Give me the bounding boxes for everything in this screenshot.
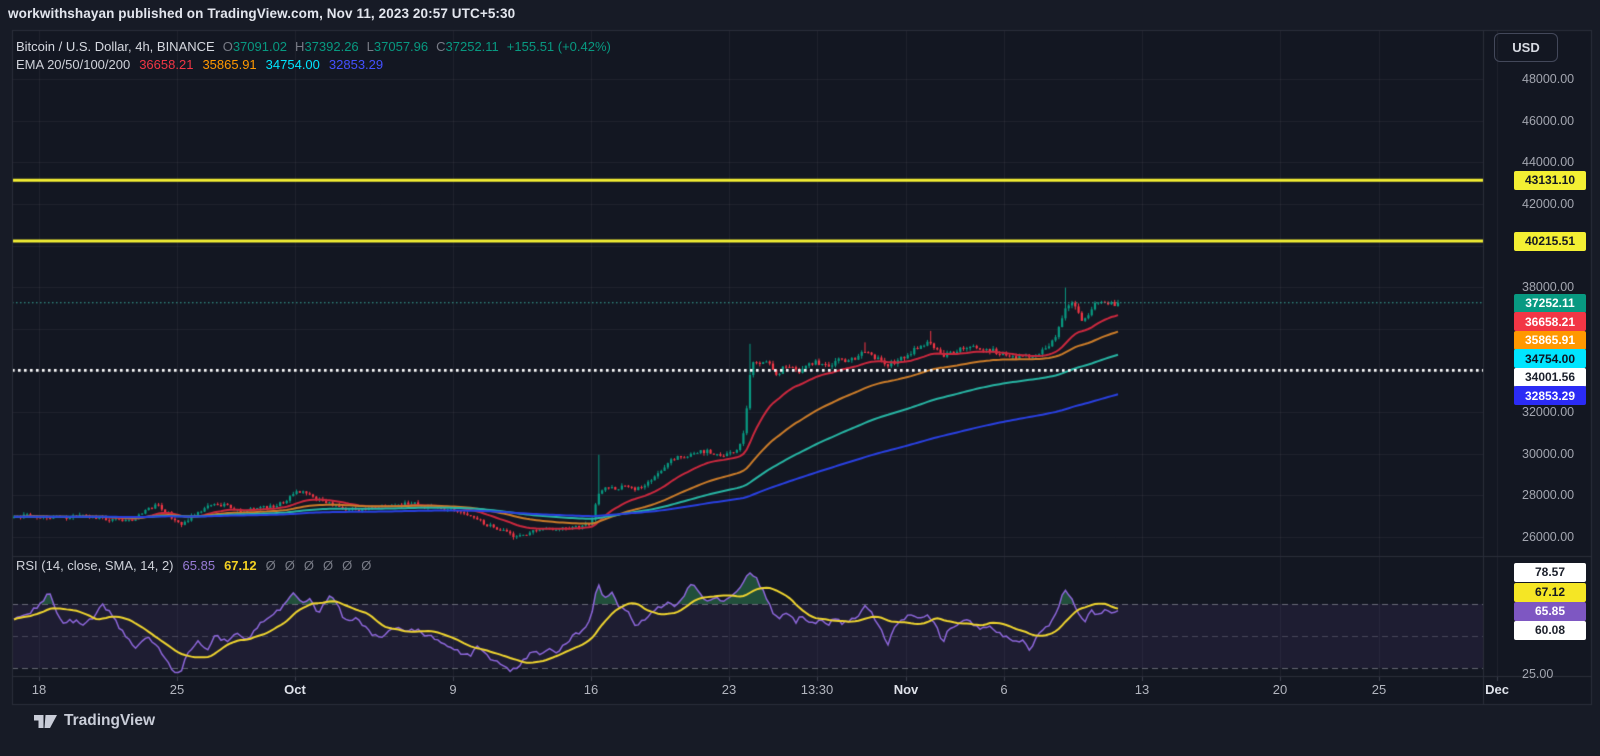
rsi-tag: 78.57 [1514,562,1586,582]
price-tag: 35865.91 [1514,330,1586,350]
ema-value: 35865.91 [202,57,257,72]
time-label: 25 [1371,682,1387,697]
rsi-tag: 65.85 [1514,601,1586,621]
ohlc-label: H [295,39,305,54]
ohlc-label: O [222,39,233,54]
rsi-header[interactable]: RSI (14, close, SMA, 14, 2) 65.85 67.12 Ø Ø Ø… [16,558,371,573]
price-tick: 42000.00 [1522,197,1575,211]
price-tag: 32853.29 [1514,386,1586,405]
currency-button[interactable]: USD [1494,33,1558,62]
price-tag: 36658.21 [1514,312,1586,331]
publish-banner: workwithshayan published on TradingView.… [8,6,515,21]
rsi-tick: 25.00 [1522,667,1554,681]
time-label: 18 [31,682,47,697]
ohlc-value: 37252.11 [445,39,499,54]
ema-header[interactable]: EMA 20/50/100/200 36658.21 35865.91 34754.0… [16,57,383,72]
rsi-label: RSI (14, close, SMA, 14, 2) [16,558,174,573]
ohlc-label: L [366,39,374,54]
time-label: Nov [893,682,919,697]
price-tick: 32000.00 [1522,405,1575,419]
change-value: +155.51 (+0.42%) [506,39,611,54]
ema-value: 34754.00 [265,57,320,72]
time-label: Dec [1485,682,1509,697]
tradingview-logo[interactable]: TradingView [34,712,155,730]
ema-value: 36658.21 [139,57,194,72]
price-tag: 37252.11 [1514,293,1586,313]
rsi-ma-value: 67.12 [224,558,257,573]
ema-value: 32853.29 [328,57,384,72]
price-tick: 38000.00 [1522,280,1575,294]
symbol-title: Bitcoin / U.S. Dollar, 4h, BINANCE [16,39,215,54]
ohlc-value: 37057.96 [373,39,429,54]
time-label: 6 [1000,682,1008,697]
ohlc-label: C [436,39,446,54]
time-label: 25 [169,682,185,697]
banner-text: workwithshayan published on TradingView.… [8,6,516,21]
price-tag: 34001.56 [1514,367,1586,387]
tradingview-logo-text: TradingView [64,712,156,729]
tradingview-logo-icon [34,713,57,730]
price-tag: 34754.00 [1514,349,1586,368]
ema-values: 36658.21 35865.91 34754.00 32853.29 [130,57,383,72]
ohlc-value: 37091.02 [232,39,288,54]
price-tick: 28000.00 [1522,488,1575,502]
price-tick: 48000.00 [1522,72,1575,86]
price-tick: 44000.00 [1522,155,1575,169]
symbol-header[interactable]: Bitcoin / U.S. Dollar, 4h, BINANCE O37091… [16,39,611,54]
rsi-hidden-plot-value: Ø [342,558,353,573]
rsi-tag: 60.08 [1514,620,1586,640]
ohlc-value: 37392.26 [304,39,359,54]
ema-label: EMA 20/50/100/200 [16,57,131,72]
rsi-value: 65.85 [182,558,216,573]
time-label: 20 [1272,682,1288,697]
time-label: 13 [1134,682,1150,697]
price-tick: 26000.00 [1522,530,1575,544]
time-label: 9 [449,682,457,697]
time-label: Oct [284,682,306,697]
rsi-hidden-plot-value: Ø [284,558,295,573]
time-label: 16 [583,682,599,697]
price-tag: 40215.51 [1514,231,1586,251]
rsi-hidden-plot-value: Ø [303,558,314,573]
rsi-tag: 67.12 [1514,582,1586,602]
time-label: 13:30 [800,682,834,697]
time-label: 23 [721,682,737,697]
price-tag: 43131.10 [1514,170,1586,190]
price-tick: 46000.00 [1522,114,1575,128]
rsi-hidden-plot-value: Ø [265,558,276,573]
rsi-hidden-plot-value: Ø [322,558,334,573]
price-tick: 30000.00 [1522,447,1575,461]
ohlc-values: O37091.02 H37392.26 L37057.96 C37252.11 [215,39,499,54]
rsi-hidden-plot-value: Ø [361,558,372,573]
